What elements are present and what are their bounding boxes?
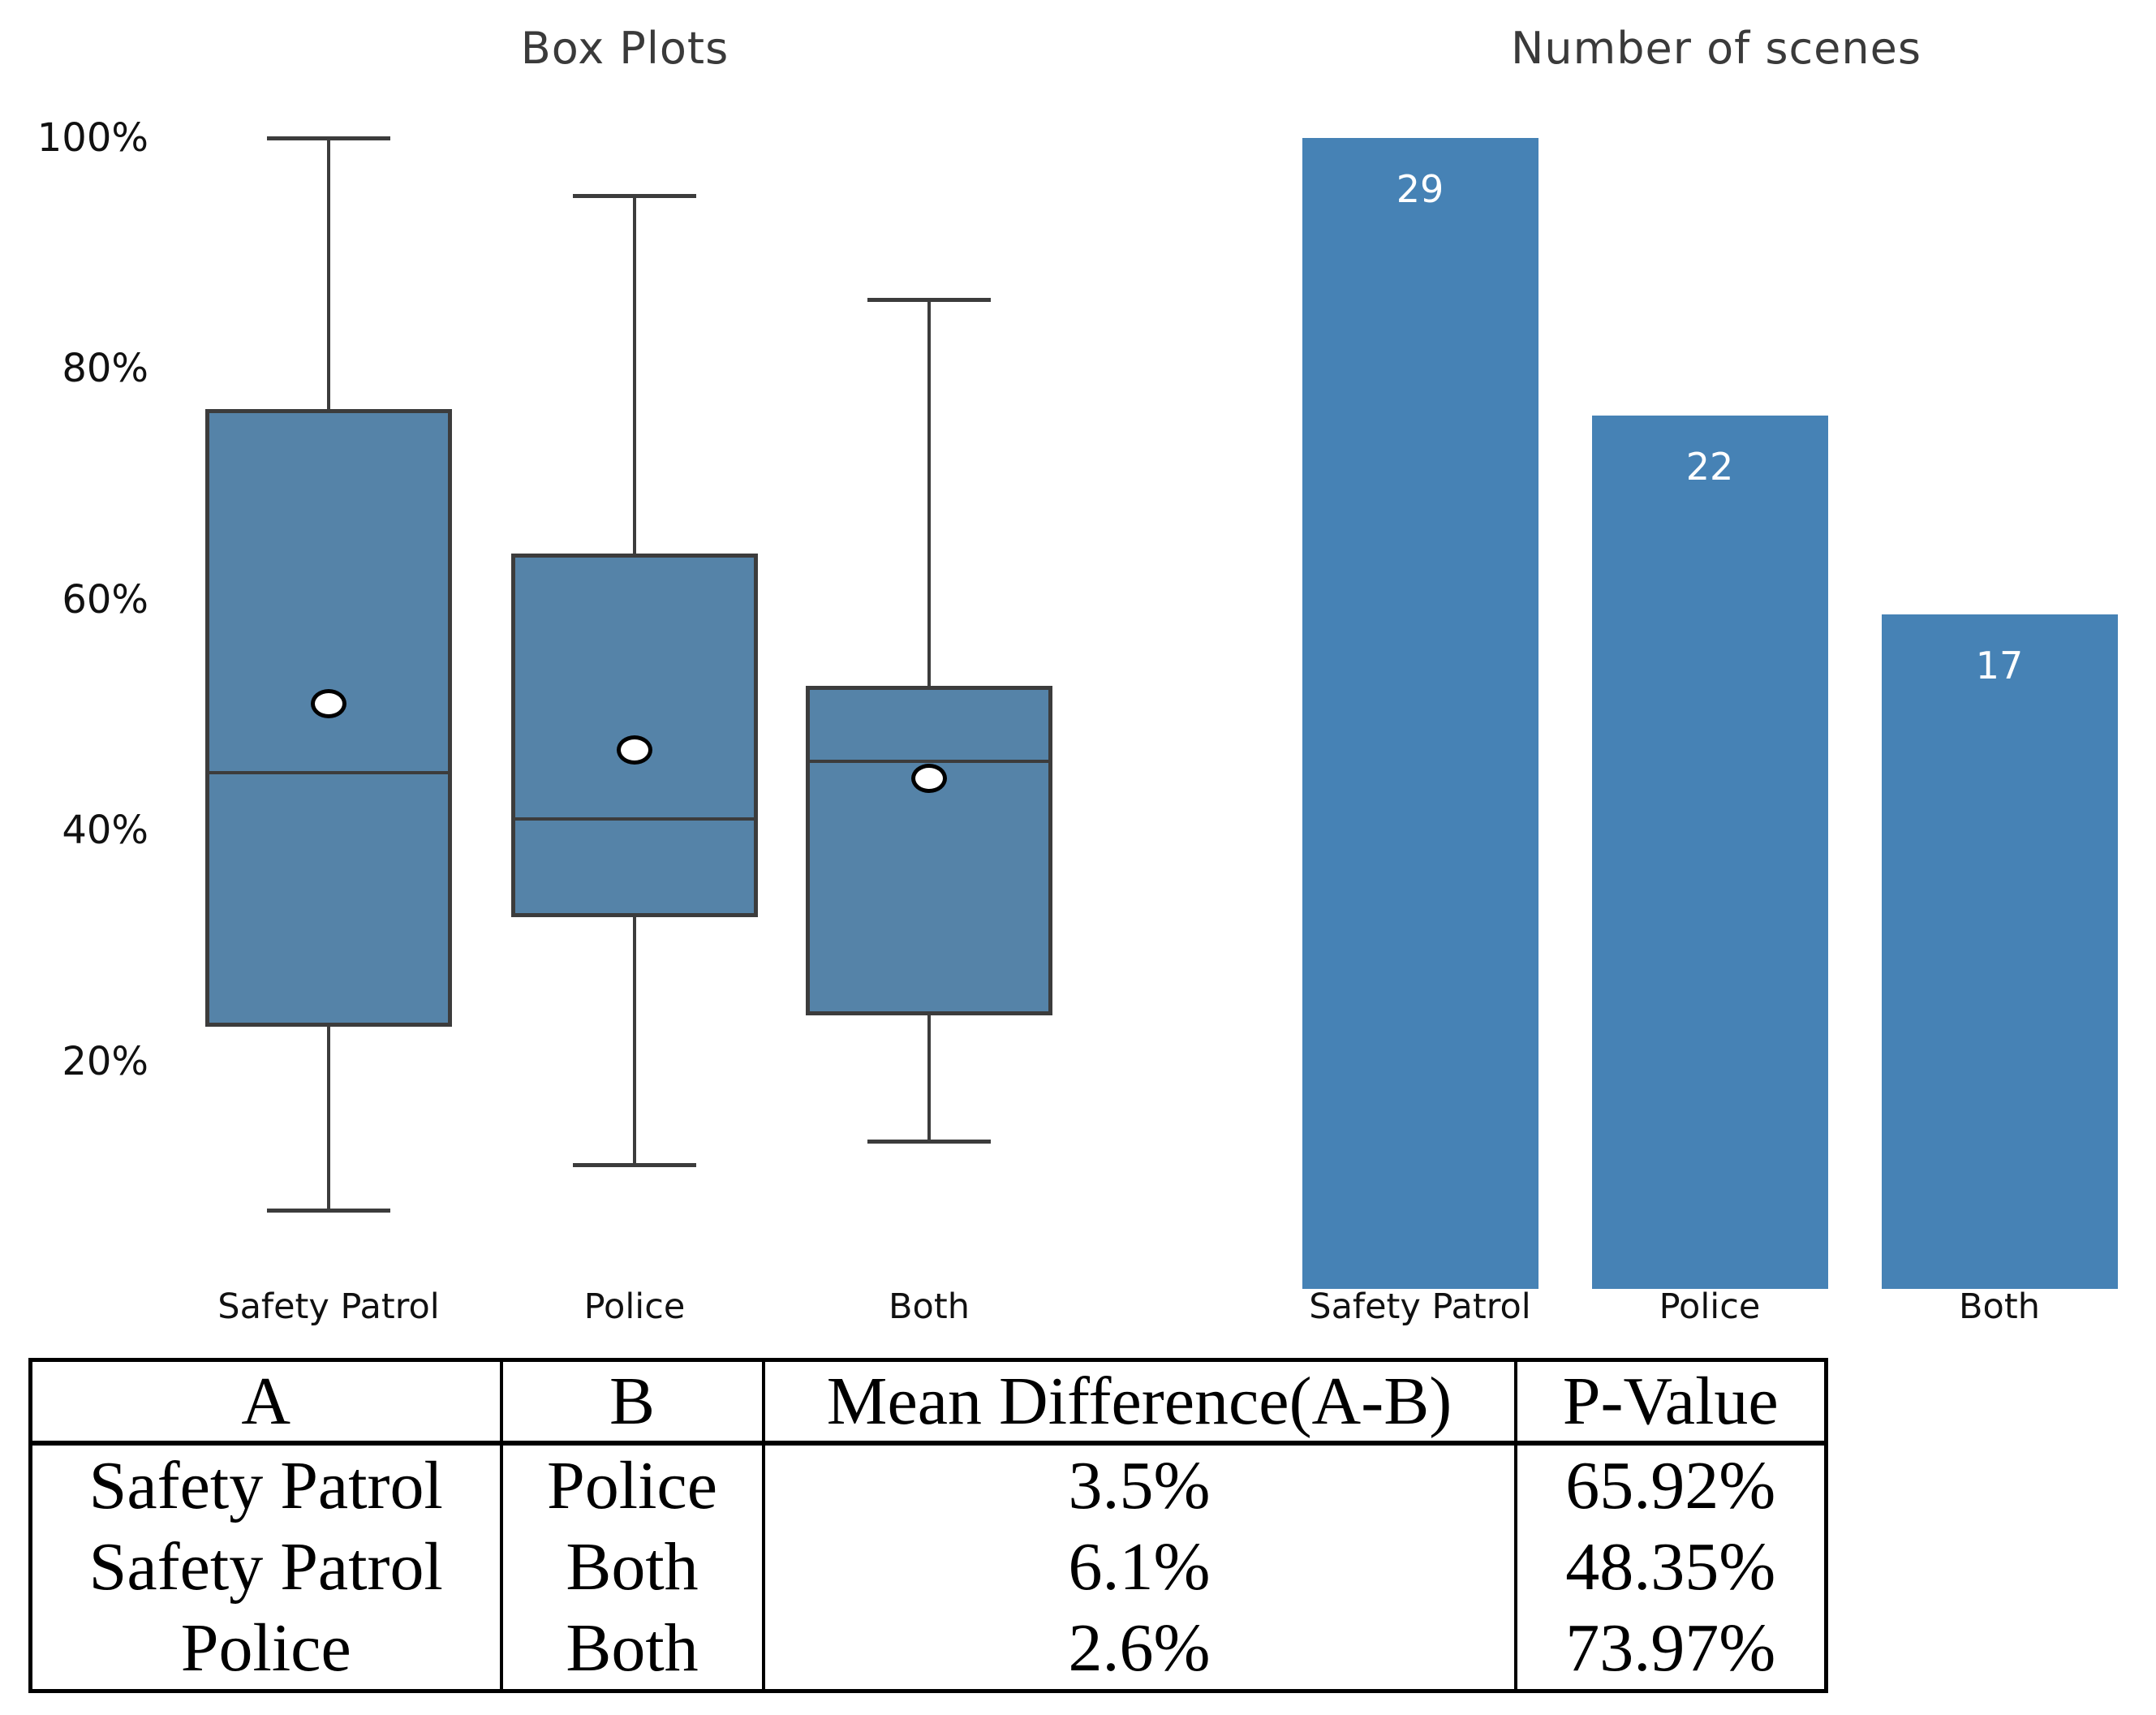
whisker-upper-cap <box>867 298 991 303</box>
whisker-lower-line <box>927 1015 931 1143</box>
median-line <box>810 759 1048 763</box>
ytick-80: 80% <box>62 346 148 392</box>
cell-pvalue: 73.97% <box>1513 1608 1827 1691</box>
boxplot-chart: Box Plots 100% 80% 60% 40% 20% <box>0 0 1087 1347</box>
boxplot-xlabel-both: Both <box>889 1286 970 1327</box>
cell-pvalue: 65.92% <box>1513 1443 1827 1527</box>
whisker-lower-cap <box>267 1209 390 1213</box>
whisker-upper-line <box>633 196 636 554</box>
cell-meandiff: 2.6% <box>761 1608 1516 1691</box>
table-header-row: A B Mean Difference(A-B) P-Value <box>30 1360 1827 1446</box>
cell-a: Safety Patrol <box>88 1448 443 1523</box>
bar-value-label: 22 <box>1685 445 1734 489</box>
whisker-upper-cap <box>267 136 390 140</box>
bar-xlabel-both: Both <box>1959 1286 2040 1327</box>
table-row: Safety Patrol Police 3.5% 65.92% <box>31 1443 1827 1527</box>
ytick-20: 20% <box>62 1038 148 1084</box>
pairwise-stats-table: A B Mean Difference(A-B) P-Value Safety … <box>28 1358 1828 1693</box>
header-p-value: P-Value <box>1513 1360 1827 1446</box>
cell-a: Safety Patrol <box>88 1529 443 1605</box>
whisker-lower-cap <box>573 1162 696 1167</box>
cell-meandiff: 6.1% <box>761 1527 1516 1608</box>
cell-b: Both <box>499 1527 764 1608</box>
bar-chart: Number of scenes <box>1087 0 2156 1347</box>
median-line <box>515 817 754 821</box>
cell-a: Police <box>180 1610 351 1686</box>
bar-value-label: 29 <box>1396 166 1444 211</box>
whisker-upper-line <box>927 299 931 687</box>
whisker-upper-cap <box>573 194 696 199</box>
ytick-60: 60% <box>62 576 148 623</box>
cell-pvalue: 48.35% <box>1513 1527 1827 1608</box>
cell-meandiff: 3.5% <box>761 1443 1516 1527</box>
whisker-lower-cap <box>867 1140 991 1144</box>
ytick-100: 100% <box>37 115 148 161</box>
bar-police: 22 <box>1591 416 1828 1289</box>
bar-both: 17 <box>1881 614 2118 1289</box>
mean-marker <box>311 688 346 718</box>
boxplot-title: Box Plots <box>520 23 729 74</box>
bar-chart-title: Number of scenes <box>1511 23 1921 74</box>
boxplot-xlabel-police: Police <box>583 1286 686 1327</box>
bar-xlabel-police: Police <box>1659 1286 1761 1327</box>
header-b: B <box>499 1360 764 1446</box>
bar-xlabel-safety-patrol: Safety Patrol <box>1309 1286 1531 1327</box>
cell-b: Police <box>499 1443 764 1527</box>
ytick-40: 40% <box>62 808 148 854</box>
table-row: Safety Patrol Both 6.1% 48.35% <box>31 1527 1827 1608</box>
table-row: Police Both 2.6% 73.97% <box>31 1608 1827 1691</box>
header-mean-difference: Mean Difference(A-B) <box>761 1360 1516 1446</box>
median-line <box>209 771 448 775</box>
bar-safety-patrol: 29 <box>1302 137 1538 1289</box>
cell-b: Both <box>499 1608 764 1691</box>
bar-value-label: 17 <box>1975 643 2024 687</box>
header-a: A <box>30 1360 501 1446</box>
iqr-box <box>205 409 452 1027</box>
iqr-box <box>806 686 1052 1015</box>
boxplot-xlabel-safety-patrol: Safety Patrol <box>217 1286 440 1327</box>
mean-marker <box>911 764 947 794</box>
whisker-lower-line <box>633 916 636 1166</box>
whisker-lower-line <box>327 1026 330 1212</box>
mean-marker <box>617 735 652 765</box>
whisker-upper-line <box>327 138 330 410</box>
